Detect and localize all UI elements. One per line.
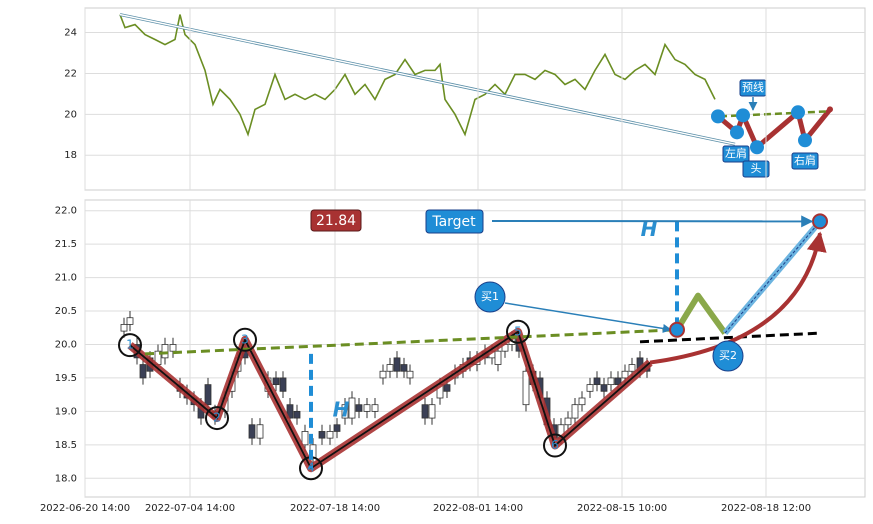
candle-body — [608, 378, 614, 385]
candle-body — [523, 371, 529, 404]
candle-body — [170, 344, 176, 351]
candle-body — [572, 405, 578, 418]
candle-body — [273, 378, 279, 385]
candle-body — [334, 425, 340, 432]
y-tick-label: 21.5 — [55, 239, 77, 250]
pattern-label: 预线 — [742, 80, 764, 94]
y-tick-label: 19.5 — [55, 373, 77, 384]
candle-body — [407, 371, 413, 378]
candle-body — [121, 324, 127, 331]
candle-body — [302, 431, 308, 444]
candle-body — [394, 358, 400, 371]
candle-body — [280, 378, 286, 391]
y-tick-label: 21.0 — [55, 273, 77, 284]
candle-body — [380, 371, 386, 378]
candle-body — [356, 405, 362, 412]
pattern-label: 左肩 — [725, 146, 747, 160]
candle-body — [401, 365, 407, 372]
pattern-point-label: 6 — [551, 438, 559, 452]
x-tick-label: 2022-07-18 14:00 — [290, 503, 380, 514]
price-label: 21.84 — [316, 213, 356, 229]
pattern-point — [736, 108, 750, 122]
candle-body — [565, 418, 571, 425]
candle-body — [422, 405, 428, 418]
pattern-label: 头 — [751, 162, 762, 175]
x-tick-label: 2022-08-01 14:00 — [433, 503, 523, 514]
candle-body — [587, 385, 593, 392]
pattern-point-label: 5 — [514, 324, 522, 338]
candle-body — [364, 405, 370, 412]
pattern-point-label: 3 — [241, 332, 249, 346]
x-tick-label: 2022-08-18 12:00 — [721, 503, 811, 514]
y-tick-label: 18.5 — [55, 440, 77, 451]
candle-body — [372, 405, 378, 412]
buy-label: 买2 — [719, 349, 737, 362]
pattern-point-label: 1 — [126, 338, 134, 352]
y-tick-label: 18.0 — [55, 473, 77, 484]
y-tick-label: 20.5 — [55, 306, 77, 317]
candle-body — [257, 425, 263, 438]
y-tick-label: 22 — [64, 68, 77, 79]
candle-body — [601, 385, 607, 392]
target-label: Target — [431, 214, 476, 230]
candle-body — [622, 371, 628, 378]
pattern-label: 右肩 — [794, 153, 816, 167]
candle-body — [327, 431, 333, 438]
buy-label: 买1 — [481, 290, 499, 303]
y-tick-label: 22.0 — [55, 206, 77, 217]
x-tick-label: 2022-07-04 14:00 — [145, 503, 235, 514]
candle-body — [319, 431, 325, 438]
pattern-point — [711, 109, 725, 123]
candle-body — [629, 365, 635, 372]
y-tick-label: 24 — [64, 28, 77, 39]
candle-body — [140, 365, 146, 378]
y-tick-label: 20.0 — [55, 339, 77, 350]
candle-body — [349, 398, 355, 418]
pattern-point — [827, 106, 833, 112]
y-tick-label: 18 — [64, 150, 77, 161]
candle-body — [205, 385, 211, 405]
pattern-point — [750, 140, 764, 154]
candle-body — [127, 318, 133, 325]
height-label: H — [333, 398, 350, 422]
pattern-point — [730, 125, 744, 139]
candle-body — [444, 385, 450, 392]
x-tick-label: 2022-08-15 10:00 — [577, 503, 667, 514]
buy-point — [670, 323, 684, 337]
pattern-point — [798, 133, 812, 147]
pattern-point — [791, 105, 805, 119]
target-point — [813, 214, 827, 228]
candle-body — [387, 365, 393, 372]
candle-body — [594, 378, 600, 385]
y-tick-label: 20 — [64, 109, 77, 120]
x-tick-label: 2022-06-20 14:00 — [40, 503, 130, 514]
candle-body — [294, 411, 300, 418]
candle-body — [579, 398, 585, 405]
pattern-point-label: 2 — [213, 411, 221, 425]
y-tick-label: 19.0 — [55, 406, 77, 417]
candle-body — [495, 351, 501, 364]
candle-body — [249, 425, 255, 438]
candle-body — [429, 405, 435, 418]
candle-body — [162, 344, 168, 357]
